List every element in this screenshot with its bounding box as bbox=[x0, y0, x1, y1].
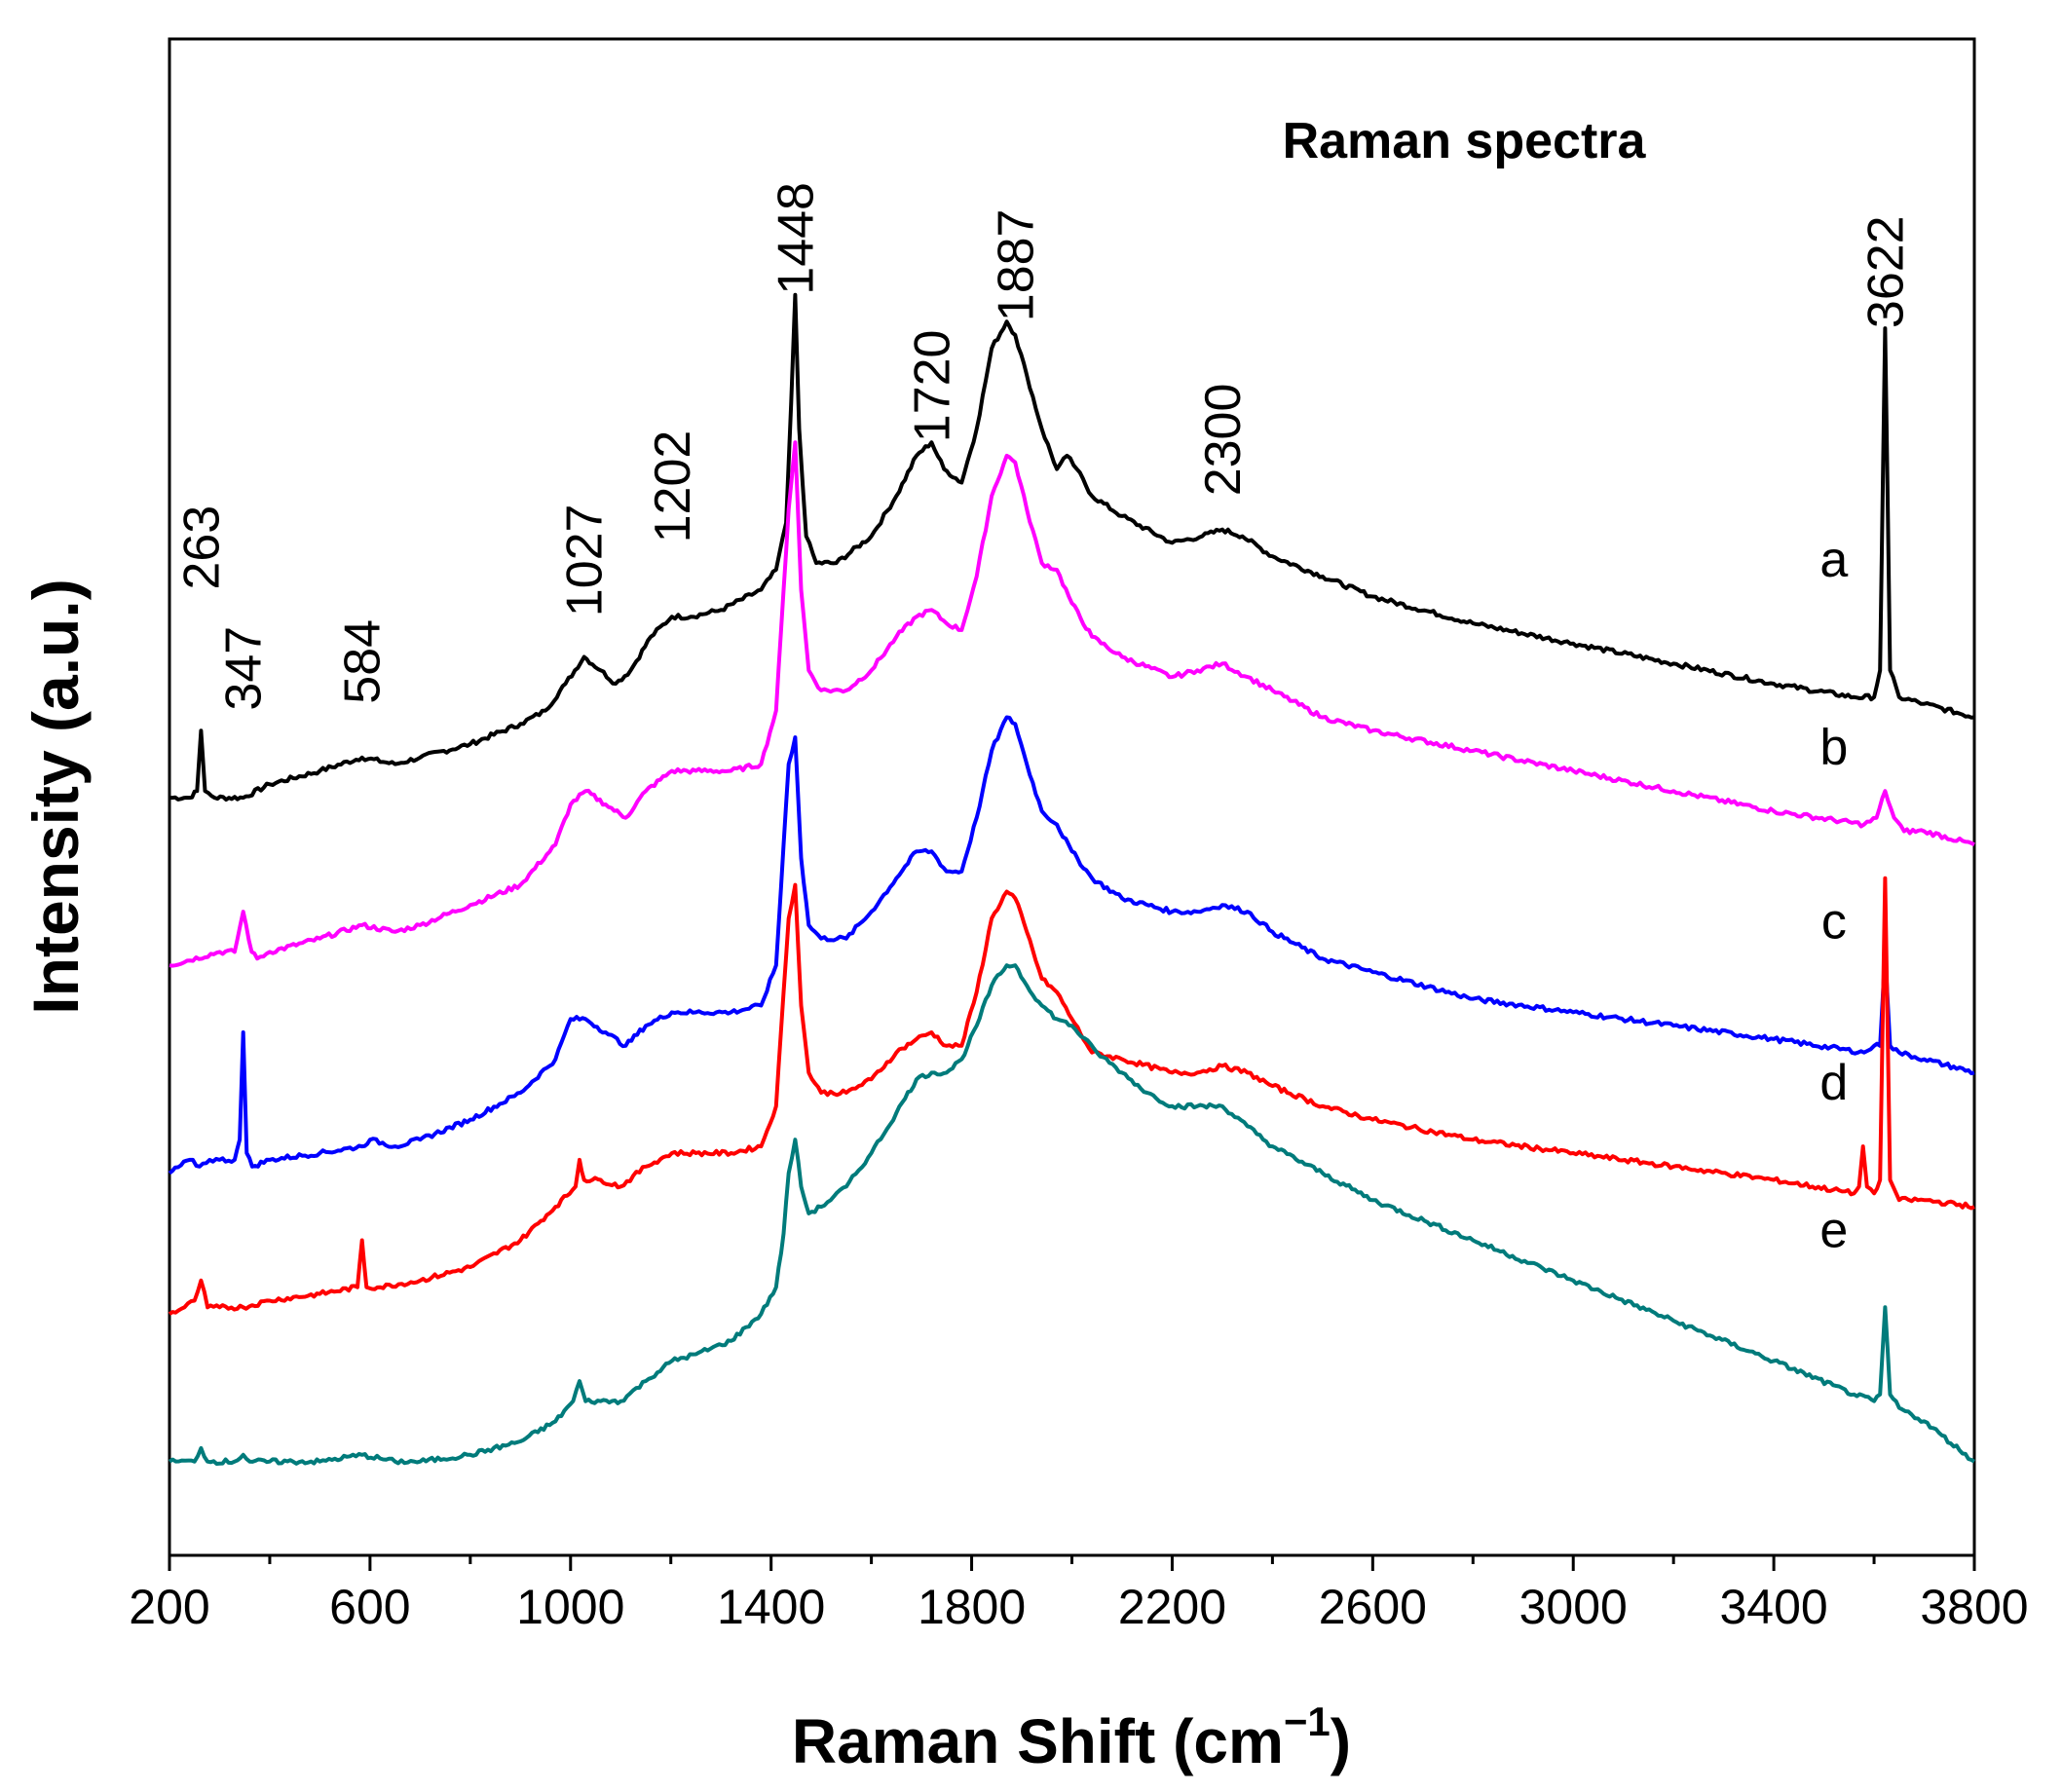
series-label-a: a bbox=[1819, 532, 1848, 588]
peak-label: 1027 bbox=[557, 504, 614, 617]
x-tick-label: 200 bbox=[129, 1580, 209, 1634]
peak-label: 2300 bbox=[1195, 384, 1252, 497]
peak-label: 1202 bbox=[645, 430, 701, 543]
peak-label: 1720 bbox=[904, 330, 960, 443]
spectra-lines bbox=[168, 292, 1975, 1466]
series-label-b: b bbox=[1819, 720, 1848, 776]
series-label-e: e bbox=[1819, 1202, 1848, 1258]
series-line-a bbox=[169, 292, 1975, 803]
series-line-d bbox=[168, 876, 1975, 1316]
series-line-e bbox=[168, 963, 1975, 1466]
peak-label: 584 bbox=[335, 619, 392, 704]
series-line-b bbox=[169, 440, 1975, 968]
x-tick-label: 1800 bbox=[918, 1580, 1026, 1634]
x-axis-ticks: 200 600 1000 1400 1800 2200 2600 3000 3400 3800 bbox=[129, 1555, 2029, 1634]
x-tick-label: 2600 bbox=[1319, 1580, 1427, 1634]
peak-label: 347 bbox=[216, 626, 273, 711]
peak-label: 1887 bbox=[988, 209, 1044, 322]
x-axis-title-close: ) bbox=[1331, 1706, 1351, 1776]
x-tick-label: 1400 bbox=[717, 1580, 825, 1634]
x-tick-label: 3400 bbox=[1719, 1580, 1827, 1634]
x-tick-label: 3000 bbox=[1519, 1580, 1628, 1634]
chart-title: Raman spectra bbox=[1283, 113, 1647, 169]
peak-label: 3622 bbox=[1857, 215, 1914, 328]
series-label-d: d bbox=[1819, 1055, 1848, 1111]
x-tick-label: 3800 bbox=[1920, 1580, 2028, 1634]
peak-labels: 263 347 584 1027 1202 1448 1720 1887 2300 3622 bbox=[173, 182, 1914, 711]
peak-label: 1448 bbox=[768, 182, 824, 295]
x-tick-label: 1000 bbox=[516, 1580, 624, 1634]
x-tick-label: 2200 bbox=[1118, 1580, 1226, 1634]
x-axis-title-main: Raman Shift (cm bbox=[792, 1706, 1284, 1776]
x-axis-title-superscript: −1 bbox=[1284, 1699, 1331, 1744]
spectra-labels: a b c d e bbox=[1819, 532, 1848, 1259]
series-line-c bbox=[168, 715, 1975, 1176]
y-axis-title: Intensity (a.u.) bbox=[19, 579, 92, 1014]
series-label-c: c bbox=[1821, 894, 1847, 951]
peak-label: 263 bbox=[173, 505, 230, 590]
x-axis-title: Raman Shift (cm−1) bbox=[792, 1699, 1351, 1776]
x-tick-label: 600 bbox=[329, 1580, 410, 1634]
